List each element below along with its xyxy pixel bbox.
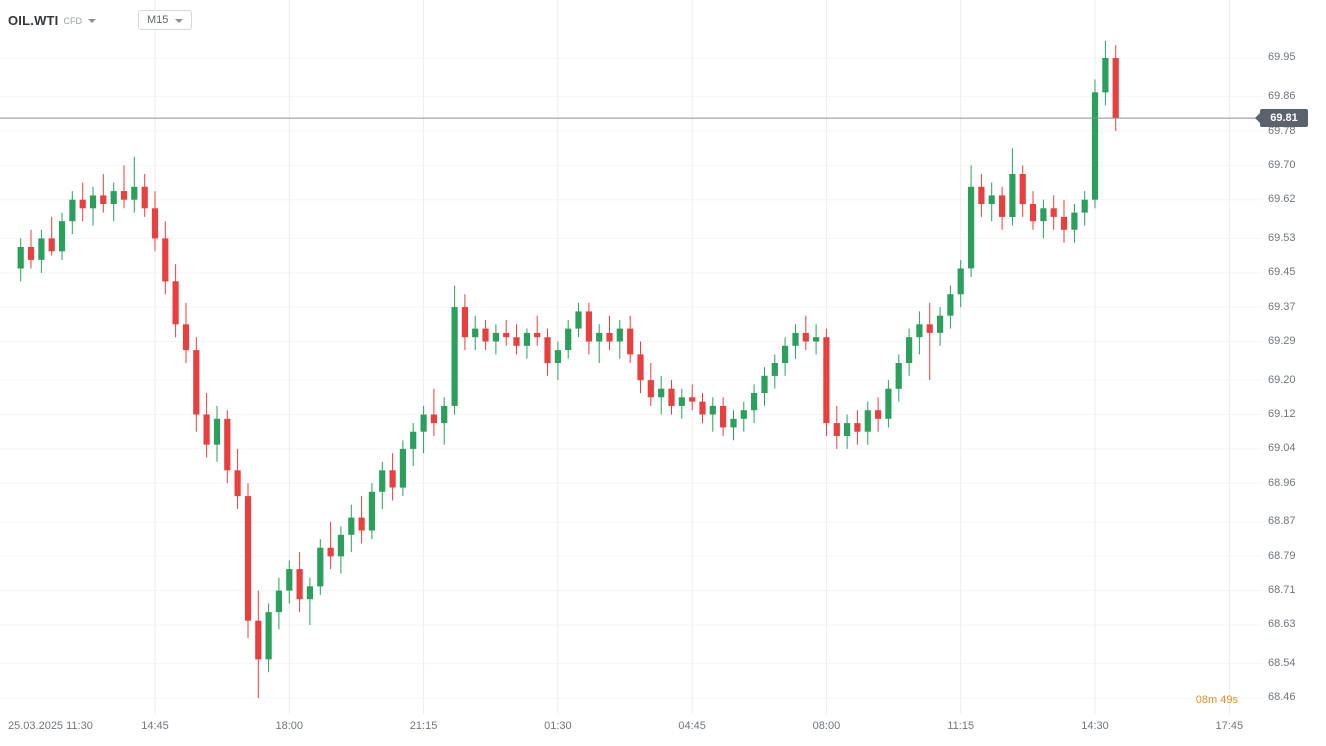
chart-area[interactable] <box>0 0 1262 714</box>
price-axis-label: 69.12 <box>1268 407 1296 420</box>
price-axis-label: 69.04 <box>1268 442 1296 455</box>
price-axis-label: 68.46 <box>1268 691 1296 704</box>
chevron-down-icon <box>175 19 184 23</box>
price-axis-label: 69.53 <box>1268 231 1296 244</box>
time-axis[interactable]: 25.03.2025 11:30 14:45 18:00 21:15 01:30 04:4… <box>0 716 1326 744</box>
timeframe-label: M15 <box>147 14 169 26</box>
timeframe-selector[interactable]: M15 <box>138 10 193 30</box>
symbol-selector[interactable]: OIL.WTI CFD <box>8 13 96 28</box>
time-axis-label: 01:30 <box>544 720 572 732</box>
price-axis-label: 68.71 <box>1268 584 1296 597</box>
price-axis-label: 69.37 <box>1268 300 1296 313</box>
time-axis-label: 21:15 <box>409 720 438 732</box>
price-axis-label: 69.95 <box>1268 51 1296 64</box>
price-axis-label: 69.45 <box>1268 266 1296 279</box>
price-axis-label: 68.79 <box>1268 549 1296 562</box>
current-price-badge: 69.81 <box>1255 109 1308 128</box>
price-axis-label: 68.54 <box>1268 657 1296 670</box>
time-axis-label: 08:00 <box>812 720 841 732</box>
price-axis-label: 69.78 <box>1268 124 1296 137</box>
time-axis-label: 11:15 <box>947 720 975 732</box>
candlestick-chart <box>0 0 1262 714</box>
price-axis-label: 69.70 <box>1268 158 1296 171</box>
chart-header: OIL.WTI CFD M15 <box>8 10 193 30</box>
price-axis-label: 68.63 <box>1268 618 1296 631</box>
time-axis-label: 04:45 <box>678 720 706 732</box>
symbol-name: OIL.WTI <box>8 12 59 28</box>
price-axis-label: 69.20 <box>1268 373 1296 386</box>
price-axis-label: 68.96 <box>1268 476 1296 489</box>
price-axis-label: 68.87 <box>1268 515 1296 528</box>
time-axis-label: 25.03.2025 11:30 <box>8 720 93 732</box>
candle-countdown-timer: 08m 49s <box>1195 694 1238 706</box>
price-axis-label: 69.29 <box>1268 334 1296 347</box>
time-axis-label: 17:45 <box>1215 720 1244 732</box>
price-axis[interactable]: 69.95 69.86 69.78 69.70 69.62 69.53 69.45 69.37… <box>1262 0 1326 714</box>
time-axis-label: 18:00 <box>275 720 304 732</box>
price-axis-label: 69.86 <box>1268 90 1296 103</box>
price-axis-label: 69.62 <box>1268 193 1296 206</box>
time-axis-label: 14:45 <box>141 720 169 732</box>
chevron-down-icon <box>88 19 96 23</box>
time-axis-label: 14:30 <box>1081 720 1109 732</box>
instrument-type-badge: CFD <box>63 16 83 26</box>
